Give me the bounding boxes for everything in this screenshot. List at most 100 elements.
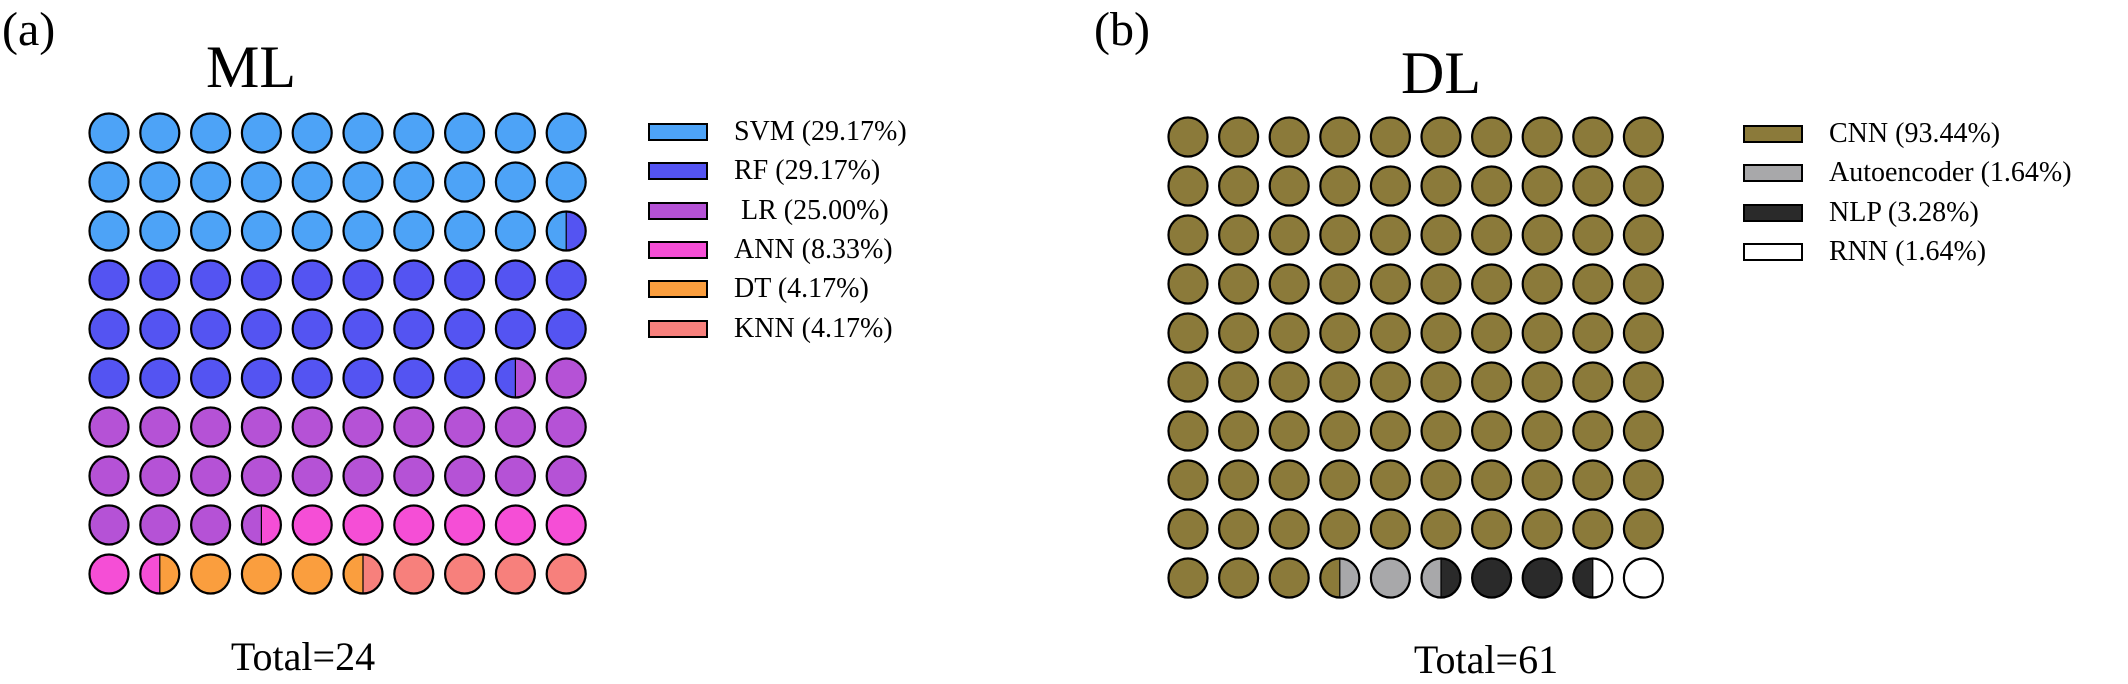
waffle-cell bbox=[190, 406, 232, 448]
waffle-dot-cnn bbox=[1168, 460, 1208, 500]
waffle-dot-lr bbox=[140, 456, 180, 496]
waffle-cell bbox=[494, 259, 537, 301]
waffle-cell bbox=[291, 308, 333, 350]
waffle-cell bbox=[494, 112, 537, 154]
waffle-cell bbox=[88, 504, 130, 546]
waffle-cell bbox=[1521, 214, 1563, 256]
waffle-cell bbox=[1420, 263, 1462, 305]
waffle-half-dt bbox=[159, 554, 180, 594]
waffle-dot-rf bbox=[394, 260, 434, 300]
waffle-cell bbox=[1218, 410, 1260, 452]
waffle-dot-rf bbox=[191, 260, 231, 300]
waffle-cell bbox=[291, 455, 333, 497]
waffle-half-ann bbox=[261, 505, 281, 545]
waffle-dot-svm bbox=[241, 211, 281, 251]
waffle-dot-svm bbox=[394, 113, 434, 153]
waffle-cell bbox=[494, 406, 537, 448]
waffle-dot-cnn bbox=[1522, 166, 1562, 206]
waffle-half-svm bbox=[546, 211, 567, 251]
waffle-cell bbox=[240, 112, 282, 154]
waffle-dot-svm bbox=[445, 211, 485, 251]
waffle-dot-nlp bbox=[1522, 558, 1562, 598]
waffle-cell bbox=[393, 357, 435, 399]
waffle-dot-cnn bbox=[1522, 362, 1562, 402]
legend-label: RF (29.17%) bbox=[734, 155, 881, 187]
waffle-cell bbox=[88, 406, 130, 448]
waffle-dot-cnn bbox=[1320, 509, 1360, 549]
legend-swatch bbox=[1743, 125, 1803, 143]
waffle-cell bbox=[1471, 557, 1513, 599]
waffle-cell bbox=[1420, 557, 1462, 599]
waffle-cell bbox=[1218, 214, 1260, 256]
waffle-dot-lr bbox=[140, 505, 180, 545]
waffle-dot-rf bbox=[89, 260, 129, 300]
waffle-dot-cnn bbox=[1421, 460, 1461, 500]
waffle-cell bbox=[494, 357, 537, 399]
waffle-cell bbox=[1471, 459, 1513, 501]
waffle-cell bbox=[240, 455, 282, 497]
waffle-cell bbox=[393, 112, 435, 154]
waffle-cell bbox=[1572, 116, 1614, 158]
waffle-dot-rf bbox=[140, 309, 180, 349]
waffle-cell bbox=[545, 504, 587, 546]
waffle-cell bbox=[139, 308, 181, 350]
waffle-cell bbox=[545, 259, 587, 301]
waffle-dot-lr bbox=[241, 407, 281, 447]
waffle-dot-cnn bbox=[1573, 460, 1613, 500]
waffle-dot-rf bbox=[343, 260, 383, 300]
waffle-dot-rf bbox=[191, 358, 231, 398]
waffle-cell bbox=[1268, 410, 1310, 452]
waffle-cell bbox=[88, 161, 130, 203]
waffle-dot-svm bbox=[546, 113, 586, 153]
waffle-cell bbox=[393, 259, 435, 301]
waffle-dot-lr bbox=[191, 407, 231, 447]
waffle-cell bbox=[342, 553, 384, 595]
waffle-grid bbox=[1167, 116, 1665, 599]
waffle-cell bbox=[88, 112, 130, 154]
waffle-cell bbox=[291, 161, 333, 203]
waffle-dot-dt bbox=[191, 554, 231, 594]
waffle-dot-lr bbox=[495, 456, 535, 496]
waffle-half-lr bbox=[241, 505, 262, 545]
waffle-cell bbox=[1420, 165, 1462, 207]
waffle-cell bbox=[342, 308, 384, 350]
waffle-dot-cnn bbox=[1623, 313, 1663, 353]
waffle-dot-rf bbox=[394, 309, 434, 349]
waffle-cell bbox=[342, 406, 384, 448]
legend-swatch bbox=[1743, 242, 1803, 261]
waffle-dot-cnn bbox=[1623, 460, 1663, 500]
waffle-dot-cnn bbox=[1573, 362, 1613, 402]
waffle-dot-cnn bbox=[1421, 264, 1461, 304]
waffle-dot-svm bbox=[343, 162, 383, 202]
waffle-dot-cnn bbox=[1472, 411, 1512, 451]
waffle-dot-cnn bbox=[1573, 411, 1613, 451]
waffle-cell bbox=[1319, 214, 1361, 256]
waffle-cell bbox=[1319, 410, 1361, 452]
waffle-cell bbox=[545, 553, 587, 595]
waffle-dot-rf bbox=[343, 309, 383, 349]
waffle-dot-dt bbox=[241, 554, 281, 594]
legend-label: RNN (1.64%) bbox=[1829, 235, 1987, 267]
waffle-cell bbox=[1268, 361, 1310, 403]
waffle-cell bbox=[1420, 410, 1462, 452]
waffle-dot-cnn bbox=[1623, 362, 1663, 402]
waffle-cell bbox=[494, 308, 537, 350]
waffle-cell bbox=[88, 308, 130, 350]
waffle-cell bbox=[1471, 116, 1513, 158]
waffle-dot-cnn bbox=[1320, 460, 1360, 500]
waffle-cell bbox=[291, 357, 333, 399]
total-label: Total=61 bbox=[1413, 637, 1559, 682]
waffle-cell bbox=[1268, 263, 1310, 305]
waffle-dot-cnn bbox=[1623, 215, 1663, 255]
waffle-dot-cnn bbox=[1421, 411, 1461, 451]
panel-label: (a) bbox=[2, 3, 56, 56]
waffle-cell bbox=[545, 357, 587, 399]
waffle-dot-cnn bbox=[1522, 509, 1562, 549]
waffle-cell bbox=[1622, 214, 1665, 256]
waffle-dot-ann bbox=[394, 505, 434, 545]
waffle-cell bbox=[139, 210, 181, 252]
waffle-cell bbox=[545, 455, 587, 497]
waffle-cell bbox=[494, 553, 537, 595]
waffle-half-cnn bbox=[1320, 558, 1340, 598]
waffle-cell bbox=[291, 553, 333, 595]
